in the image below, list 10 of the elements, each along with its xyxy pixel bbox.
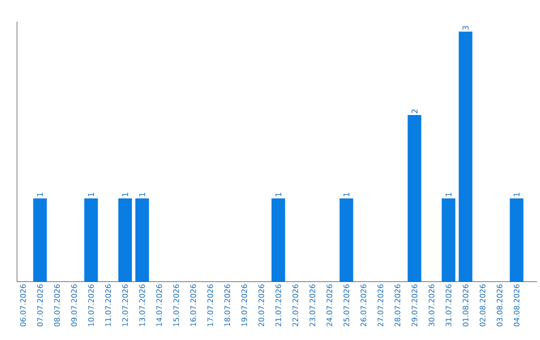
data-label: 1 (139, 192, 146, 196)
data-label: 1 (275, 192, 282, 196)
data-label: 1 (122, 192, 128, 196)
data-label: 1 (37, 192, 43, 196)
data-label: 1 (343, 192, 350, 196)
data-label: 1 (514, 192, 520, 196)
data-label: 1 (446, 192, 452, 196)
data-label: 1 (88, 192, 94, 196)
data-label: 2 (412, 110, 418, 114)
data-label: 3 (462, 26, 469, 30)
